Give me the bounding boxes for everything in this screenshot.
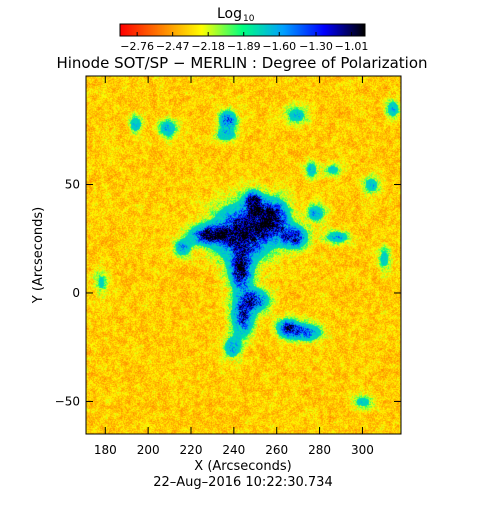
colorbar-tick-label: −2.18 [191,40,225,53]
y-tick-label: −50 [55,394,80,408]
x-axis-label: X (Arcseconds) [194,459,291,474]
colorbar-tick-label: −2.47 [156,40,190,53]
colorbar-tick-label: −1.60 [262,40,296,53]
x-axis-ticks: 180 200 220 240 260 280 300 [94,76,374,457]
colorbar-label-subscript: 10 [243,14,255,24]
polarization-map [86,76,401,434]
colorbar-tick-label: −1.01 [335,40,369,53]
colorbar-tick-label: −1.30 [299,40,333,53]
x-tick-label: 260 [265,443,288,457]
x-tick-label: 220 [180,443,203,457]
colorbar-tick-label: −1.89 [227,40,261,53]
plot-frame [85,75,402,435]
x-tick-label: 280 [308,443,331,457]
colorbar-frame [119,23,366,37]
y-tick-label: 50 [65,177,80,191]
observation-timestamp: 22–Aug–2016 10:22:30.734 [153,475,332,490]
colorbar-ticks: −2.76 −2.47 −2.18 −1.89 −1.60 −1.30 −1.01 [120,32,368,53]
colorbar-tick-label: −2.76 [120,40,154,53]
x-tick-label: 300 [351,443,374,457]
x-tick-label: 200 [137,443,160,457]
y-axis-label: Y (Arcseconds) [31,207,46,304]
y-axis-ticks: −50 0 50 [55,177,401,408]
colorbar [120,24,365,36]
x-tick-label: 240 [222,443,245,457]
y-tick-label: 0 [72,286,80,300]
colorbar-label: Log [217,6,242,22]
chart-title: Hinode SOT/SP − MERLIN : Degree of Polar… [56,54,427,72]
x-tick-label: 180 [94,443,117,457]
